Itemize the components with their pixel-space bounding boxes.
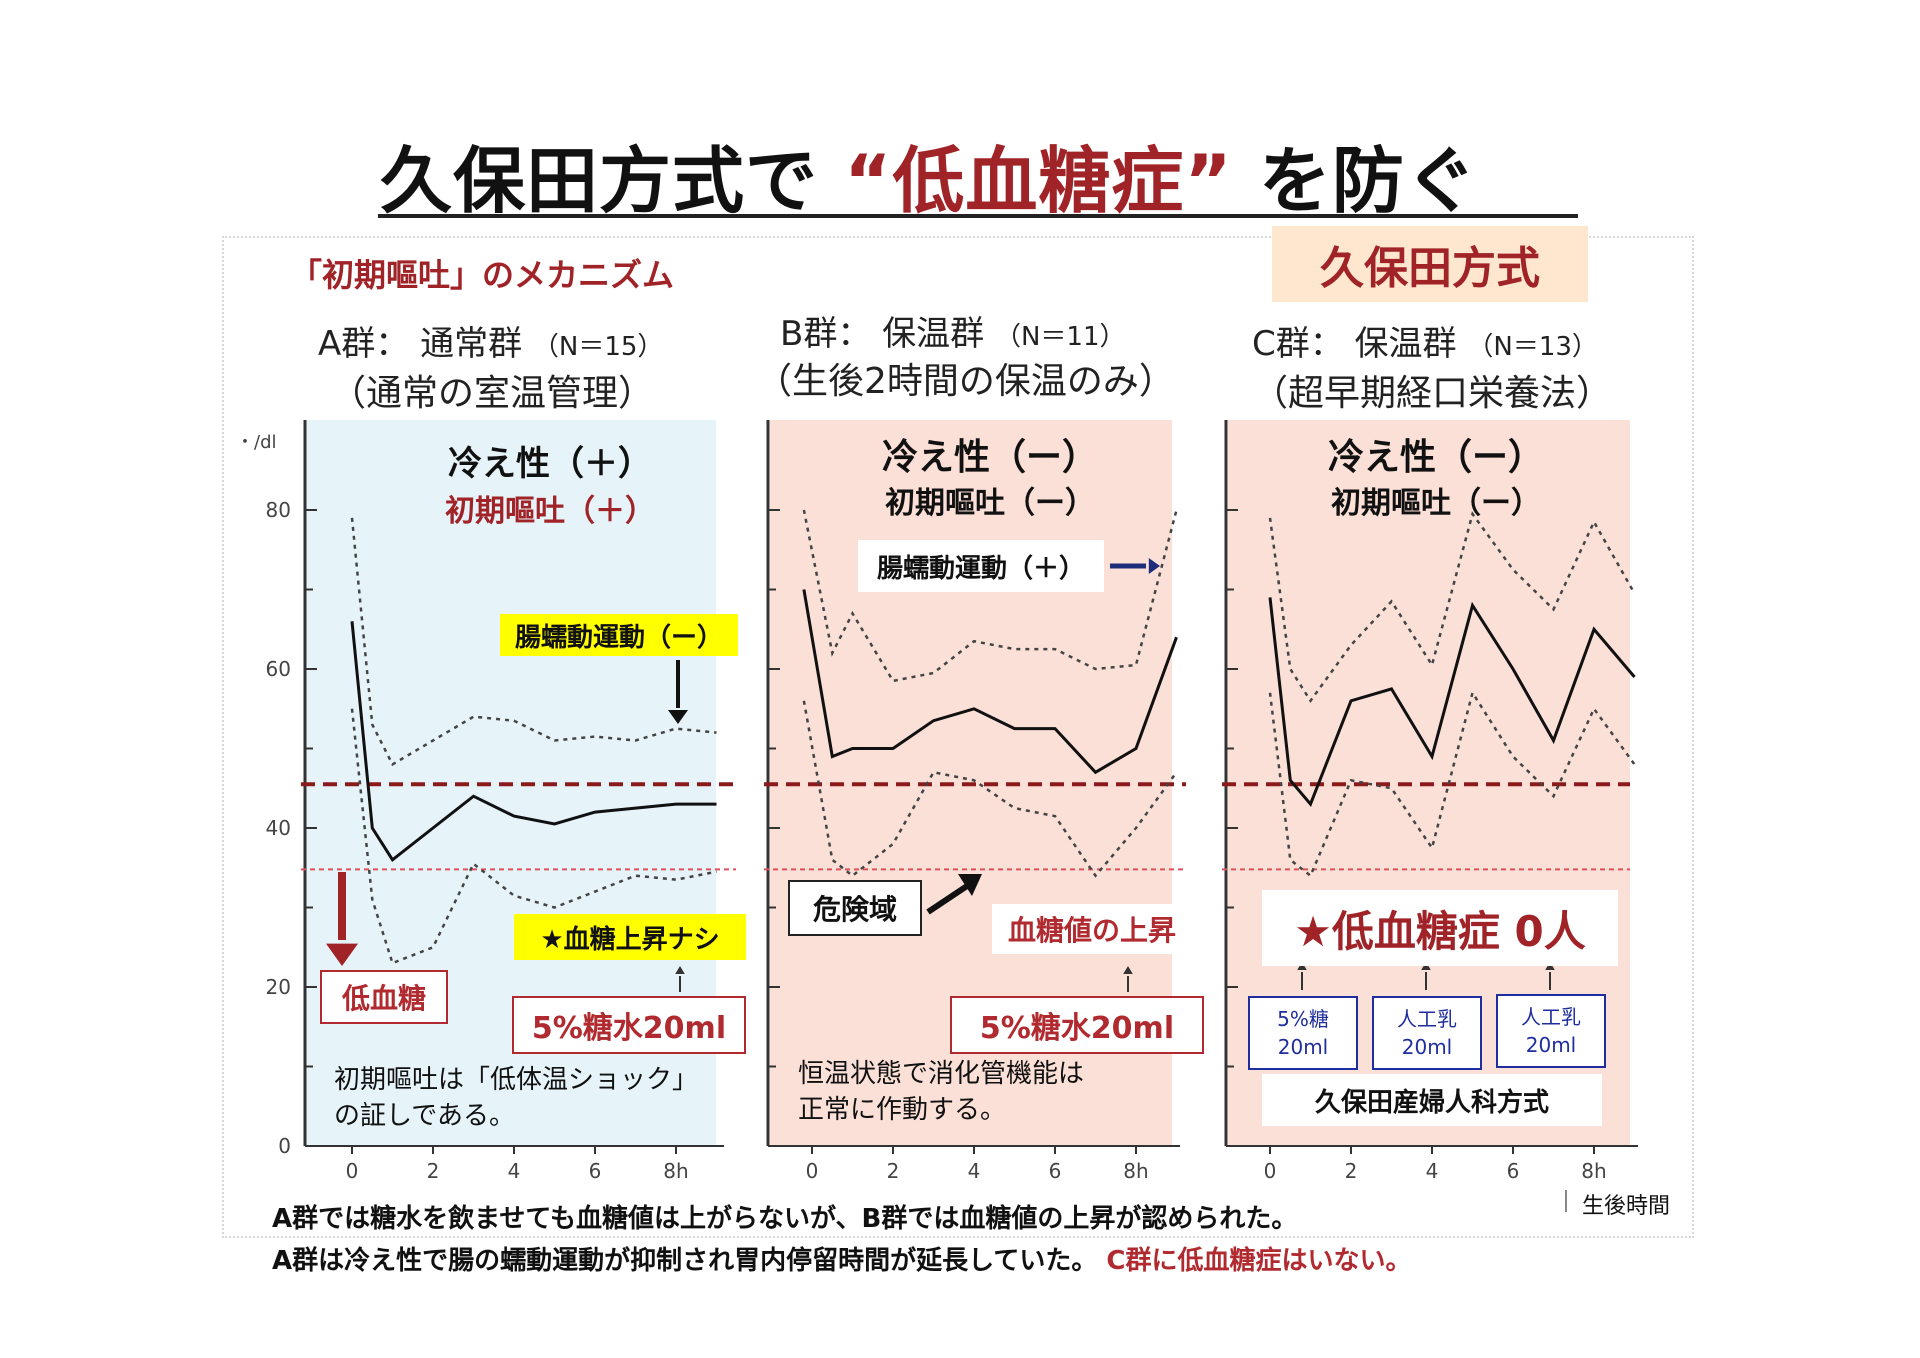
- a-sugar-water-arrow-head: [675, 966, 685, 974]
- panel-a-upper-series-line: [350, 517, 717, 767]
- a-note-line1: 初期嘔吐は「低体温ショック」: [334, 1065, 699, 1095]
- panel-a-x-tick-label: 6: [589, 1159, 602, 1183]
- panel-a-y-unit-label: ・/dl: [236, 432, 277, 453]
- group-a-subtitle: （通常の室温管理）: [330, 373, 655, 414]
- b-rise-label: 血糖値の上昇: [992, 904, 1192, 954]
- c-formula-box-2-line2: 20ml: [1525, 1033, 1577, 1057]
- b-sugar-water-box: 5%糖水20ml: [950, 996, 1204, 1054]
- title-part1: 久保田方式で: [380, 139, 819, 223]
- panel-c-x-tick-label: 2: [1345, 1159, 1358, 1183]
- title-part2: を防ぐ: [1258, 139, 1478, 223]
- footer-line2-conclusion: C群に低血糖症はいない。: [1106, 1246, 1412, 1276]
- panel-a-y-tick-label: 20: [266, 975, 291, 999]
- panel-b-x-tick-label: 8h: [1123, 1159, 1148, 1183]
- b-note: 恒温状態で消化管機能は 正常に作動する。: [798, 1056, 1084, 1128]
- panel-a-x-tick-label: 8h: [663, 1159, 688, 1183]
- group-c-count: （N＝13）: [1467, 332, 1598, 362]
- a-hypoglycemia-box: 低血糖: [320, 970, 448, 1024]
- group-c-title: C群： 保温群: [1252, 324, 1457, 364]
- c-sugar-box-line1: 5%糖: [1277, 1007, 1329, 1031]
- dotted-frame: [222, 236, 1694, 1238]
- group-a-header: A群： 通常群 （N＝15）: [318, 316, 663, 365]
- c-formula-box-1-line2: 20ml: [1401, 1035, 1453, 1059]
- group-b-count: （N＝11）: [994, 322, 1126, 352]
- panel-a-lower-series-line: [350, 708, 717, 965]
- c-sugar-box: 5%糖 20ml: [1248, 996, 1358, 1070]
- x-axis-title: 生後時間: [1582, 1194, 1671, 1219]
- group-c-cold-label: 冷え性（ー）: [1327, 437, 1544, 478]
- title-underline: [378, 214, 1578, 218]
- group-a-vomit-label: 初期嘔吐（＋）: [445, 494, 655, 529]
- c-formula-box-2: 人工乳 20ml: [1496, 994, 1606, 1068]
- group-b-header: B群： 保温群 （N＝11）: [780, 306, 1126, 355]
- panel-b-x-tick-label: 4: [968, 1159, 981, 1183]
- panel-a-x-tick-label: 0: [346, 1159, 359, 1183]
- c-formula-box-1: 人工乳 20ml: [1372, 996, 1482, 1070]
- c-feeding-arrow-head-1: [1297, 962, 1307, 970]
- c-formula-box-1-line1: 人工乳: [1397, 1007, 1457, 1031]
- panel-c-x-tick-label: 6: [1507, 1159, 1520, 1183]
- footer-line2: A群は冷え性で腸の蠕動運動が抑制され胃内停留時間が延長していた。 C群に低血糖症…: [272, 1240, 1412, 1277]
- panel-c-x-tick-label: 8h: [1581, 1159, 1606, 1183]
- group-c-header: C群： 保温群 （N＝13）: [1252, 316, 1598, 365]
- panel-a-y-tick-label: 0: [278, 1134, 291, 1158]
- panel-b-x-tick-label: 6: [1049, 1159, 1062, 1183]
- c-method-label: 久保田産婦人科方式: [1262, 1074, 1602, 1126]
- group-b-cold-label: 冷え性（ー）: [881, 437, 1098, 478]
- group-a-count: （N＝15）: [532, 332, 664, 362]
- group-c-vomit-label: 初期嘔吐（ー）: [1331, 486, 1541, 521]
- b-note-line1: 恒温状態で消化管機能は: [798, 1059, 1085, 1089]
- b-danger-zone-box: 危険域: [788, 880, 922, 936]
- panel-a-x-tick-label: 2: [427, 1159, 440, 1183]
- footer-line1: A群では糖水を飲ませても血糖値は上がらないが、B群では血糖値の上昇が認められた。: [272, 1204, 1298, 1234]
- footer-line2-main: A群は冷え性で腸の蠕動運動が抑制され胃内停留時間が延長していた。: [272, 1246, 1098, 1276]
- a-peristalsis-arrow-head: [668, 710, 688, 724]
- a-note: 初期嘔吐は「低体温ショック」 の証しである。: [334, 1062, 698, 1134]
- group-b-title: B群： 保温群: [780, 314, 985, 354]
- panel-b-x-tick-label: 0: [806, 1159, 819, 1183]
- c-zero-hypoglycemia-label: ★低血糖症 0人: [1262, 890, 1618, 966]
- a-note-line2: の証しである。: [334, 1101, 515, 1131]
- c-sugar-box-line2: 20ml: [1277, 1035, 1329, 1059]
- panel-b-upper-series-line: [802, 509, 1178, 683]
- panel-b-mean-series-line: [802, 589, 1178, 775]
- panel-a-y-tick-label: 40: [266, 816, 291, 840]
- a-no-rise-label: ★血糖上昇ナシ: [514, 914, 746, 960]
- title-highlight: “低血糖症”: [844, 139, 1233, 223]
- panel-a-y-tick-label: 80: [266, 498, 291, 522]
- group-b-subtitle: （生後2時間の保温のみ）: [756, 361, 1175, 402]
- c-feeding-arrow-head-2: [1421, 962, 1431, 970]
- b-sugar-water-arrow-head: [1123, 966, 1133, 974]
- c-feeding-arrow-head-3: [1545, 962, 1555, 970]
- panel-a-mean-series-line: [350, 621, 717, 863]
- panel-a-x-tick-label: 4: [508, 1159, 521, 1183]
- group-a-cold-label: 冷え性（＋）: [448, 444, 652, 484]
- panel-b-x-tick-label: 2: [887, 1159, 900, 1183]
- panel-a-y-tick-label: 60: [266, 657, 291, 681]
- panel-c-x-tick-label: 0: [1264, 1159, 1277, 1183]
- b-danger-arrow: [926, 881, 972, 915]
- b-danger-arrow-head: [958, 874, 982, 896]
- group-a-title: A群： 通常群: [318, 324, 523, 364]
- b-peristalsis-label: 腸蠕動運動（＋）: [858, 540, 1104, 592]
- panel-c-mean-series-line: [1268, 597, 1636, 807]
- b-note-line2: 正常に作動する。: [798, 1095, 1007, 1125]
- b-peristalsis-arrow-head: [1148, 558, 1160, 574]
- page-title: 久保田方式で “低血糖症” を防ぐ: [380, 122, 1580, 227]
- mechanism-label: 「初期嘔吐」のメカニズム: [290, 256, 675, 294]
- group-c-subtitle: （超早期経口栄養法）: [1252, 373, 1613, 414]
- kubota-method-badge: 久保田方式: [1272, 226, 1588, 302]
- panel-c-x-tick-label: 4: [1426, 1159, 1439, 1183]
- a-sugar-water-box: 5%糖水20ml: [512, 996, 746, 1054]
- a-hypoglycemia-arrow-head: [326, 943, 358, 966]
- group-b-vomit-label: 初期嘔吐（ー）: [885, 486, 1095, 521]
- panel-b-lower-series-line: [802, 700, 1178, 878]
- c-formula-box-2-line1: 人工乳: [1521, 1005, 1581, 1029]
- a-peristalsis-label: 腸蠕動運動（ー）: [500, 614, 738, 656]
